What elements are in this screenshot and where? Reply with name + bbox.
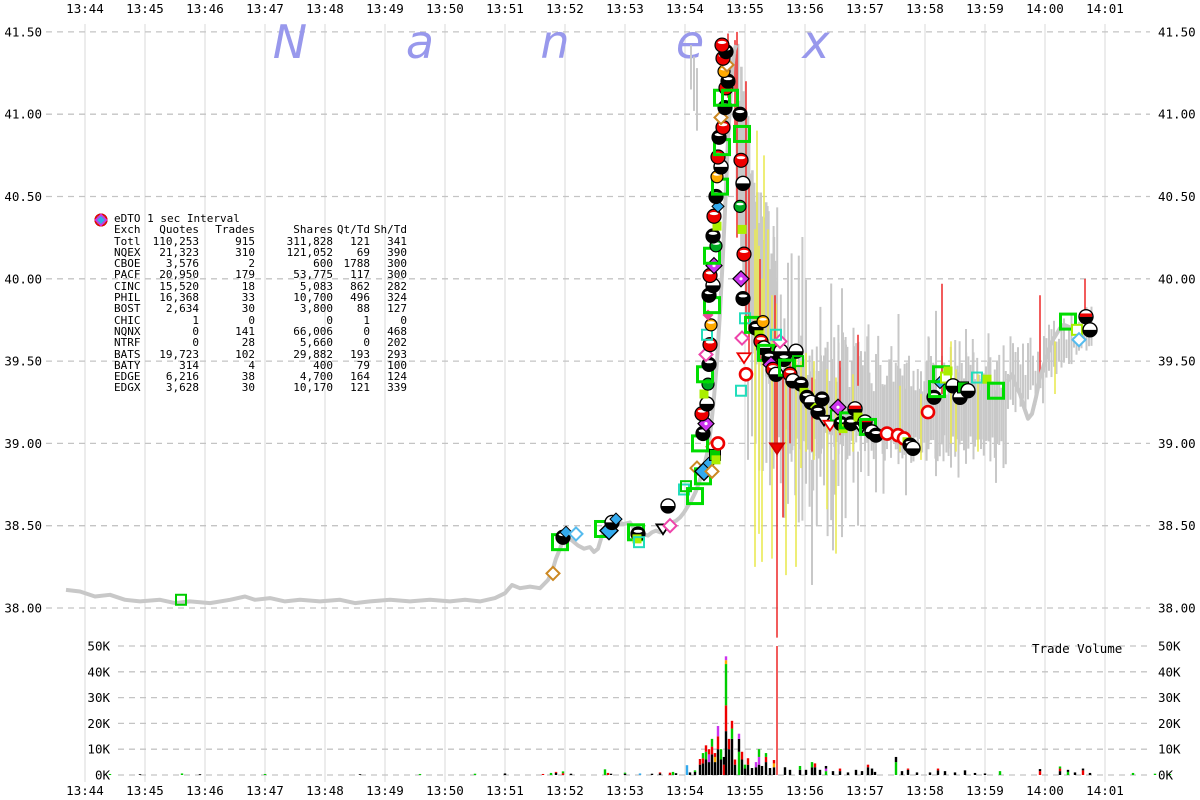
- diamond-marker-icon: [94, 216, 114, 371]
- svg-text:N: N: [273, 15, 307, 69]
- svg-text:38.50: 38.50: [4, 518, 42, 533]
- svg-text:13:57: 13:57: [846, 1, 884, 16]
- svg-text:50K: 50K: [87, 639, 110, 654]
- svg-text:0K: 0K: [1158, 768, 1174, 783]
- svg-text:40K: 40K: [1158, 664, 1181, 679]
- svg-text:20K: 20K: [1158, 716, 1181, 731]
- svg-text:38.00: 38.00: [4, 601, 42, 616]
- svg-text:13:46: 13:46: [186, 783, 224, 798]
- legend-header-row: Exch Quotes Trades Shares Qt/Td Sh/Td: [114, 223, 407, 237]
- quote-noise-layer: [690, 38, 1093, 585]
- svg-text:a: a: [406, 15, 434, 69]
- diamond-marker-icon: [94, 216, 114, 382]
- svg-text:13:58: 13:58: [906, 783, 944, 798]
- svg-text:13:51: 13:51: [486, 1, 524, 16]
- svg-text:39.00: 39.00: [4, 436, 42, 451]
- svg-text:13:50: 13:50: [426, 1, 464, 16]
- svg-text:40K: 40K: [87, 664, 110, 679]
- axis-labels: 13:44 13:44 13:45 13:45 13:46 13:46 13:47 13:47…: [4, 1, 1195, 798]
- legend-row-EDGX: EDGX 3,628 30 10,170 121 339: [94, 216, 407, 394]
- svg-text:13:51: 13:51: [486, 783, 524, 798]
- svg-text:20K: 20K: [87, 716, 110, 731]
- svg-text:39.50: 39.50: [4, 354, 42, 369]
- svg-text:38.00: 38.00: [1158, 601, 1196, 616]
- volume-bars: [108, 646, 1172, 775]
- svg-text:0K: 0K: [95, 768, 111, 783]
- circle-marker-icon: [94, 217, 114, 269]
- legend-row-BOST: BOST 2,634 30 3,800 88 127: [94, 216, 407, 315]
- svg-text:13:44: 13:44: [66, 783, 104, 798]
- svg-text:14:00: 14:00: [1026, 783, 1064, 798]
- diamond-marker-icon: [94, 213, 114, 360]
- no-icon: [94, 236, 114, 247]
- svg-text:13:54: 13:54: [666, 783, 704, 798]
- svg-text:13:59: 13:59: [966, 783, 1004, 798]
- svg-text:13:45: 13:45: [126, 783, 164, 798]
- circle-marker-icon: [94, 213, 114, 258]
- trade-volume-label: Trade Volume: [1032, 641, 1123, 656]
- circle-marker-icon: [94, 215, 114, 303]
- svg-text:41.50: 41.50: [4, 24, 42, 39]
- svg-text:13:48: 13:48: [306, 783, 344, 798]
- svg-text:13:48: 13:48: [306, 1, 344, 16]
- legend-title: eDTO 1 sec Interval: [114, 212, 240, 225]
- svg-text:14:00: 14:00: [1026, 1, 1064, 16]
- svg-text:13:49: 13:49: [366, 783, 404, 798]
- svg-text:13:56: 13:56: [786, 1, 824, 16]
- svg-text:13:46: 13:46: [186, 1, 224, 16]
- svg-text:10K: 10K: [87, 742, 110, 757]
- square-marker-icon: [94, 216, 114, 326]
- svg-text:13:47: 13:47: [246, 783, 284, 798]
- svg-text:13:55: 13:55: [726, 1, 764, 16]
- svg-text:30K: 30K: [87, 690, 110, 705]
- svg-text:13:44: 13:44: [66, 1, 104, 16]
- svg-text:39.50: 39.50: [1158, 354, 1196, 369]
- svg-text:40.00: 40.00: [4, 271, 42, 286]
- svg-text:30K: 30K: [1158, 690, 1181, 705]
- svg-text:13:47: 13:47: [246, 1, 284, 16]
- svg-text:13:52: 13:52: [546, 1, 584, 16]
- legend-table: eDTO 1 sec Interval Exch Quotes Trades Shar…: [94, 213, 407, 394]
- legend-row-Totl: Totl 110,253 915 311,828 121 341: [94, 235, 407, 247]
- svg-text:14:01: 14:01: [1086, 1, 1124, 16]
- svg-text:13:54: 13:54: [666, 1, 704, 16]
- square-marker-icon: [94, 216, 114, 337]
- svg-text:41.00: 41.00: [1158, 107, 1196, 122]
- svg-text:40.50: 40.50: [4, 189, 42, 204]
- svg-text:13:56: 13:56: [786, 783, 824, 798]
- svg-text:13:50: 13:50: [426, 783, 464, 798]
- svg-text:13:52: 13:52: [546, 783, 584, 798]
- svg-text:40.00: 40.00: [1158, 271, 1196, 286]
- svg-text:13:49: 13:49: [366, 1, 404, 16]
- legend-row-BATS: BATS 19,723 102 29,882 193 293: [94, 213, 407, 360]
- svg-text:38.50: 38.50: [1158, 518, 1196, 533]
- svg-text:41.50: 41.50: [1158, 24, 1196, 39]
- svg-text:13:58: 13:58: [906, 1, 944, 16]
- circle-marker-icon: [94, 213, 114, 281]
- svg-text:x: x: [800, 15, 830, 69]
- svg-text:13:59: 13:59: [966, 1, 1004, 16]
- svg-text:n: n: [540, 15, 569, 69]
- svg-text:41.00: 41.00: [4, 107, 42, 122]
- diamond-marker-icon: [94, 216, 114, 394]
- square-marker-icon: [94, 216, 114, 348]
- svg-text:13:53: 13:53: [606, 1, 644, 16]
- legend-row-NTRF: NTRF 0 28 5,660 0 202: [94, 216, 407, 349]
- trade-markers: [175, 37, 1098, 606]
- svg-text:50K: 50K: [1158, 639, 1181, 654]
- svg-text:13:45: 13:45: [126, 1, 164, 16]
- svg-text:13:53: 13:53: [606, 783, 644, 798]
- svg-text:10K: 10K: [1158, 742, 1181, 757]
- svg-text:13:55: 13:55: [726, 783, 764, 798]
- square-marker-icon: [94, 216, 114, 315]
- svg-text:14:01: 14:01: [1086, 783, 1124, 798]
- circle-marker-icon: [94, 215, 114, 292]
- svg-text:39.00: 39.00: [1158, 436, 1196, 451]
- svg-text:40.50: 40.50: [1158, 189, 1196, 204]
- svg-text:13:57: 13:57: [846, 783, 884, 798]
